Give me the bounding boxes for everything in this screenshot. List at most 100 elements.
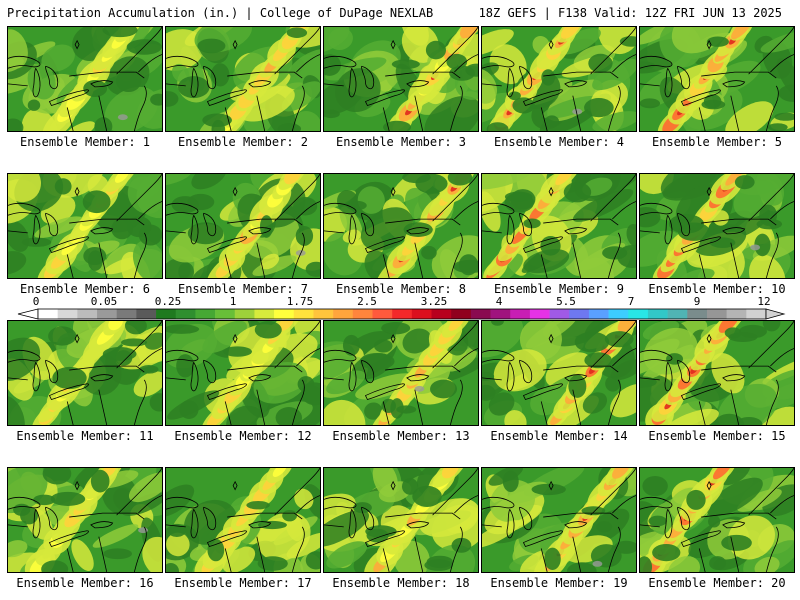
colorbar-swatch <box>608 309 629 319</box>
ensemble-member-label: Ensemble Member: 15 <box>648 429 786 443</box>
ensemble-member-map <box>481 320 637 426</box>
colorbar-swatch <box>254 309 275 319</box>
precipitation-field <box>640 321 794 425</box>
precipitation-field <box>8 174 162 278</box>
colorbar-swatch <box>392 309 413 319</box>
ensemble-member-label: Ensemble Member: 18 <box>332 576 470 590</box>
ensemble-member-map <box>323 26 479 132</box>
ensemble-member-label: Ensemble Member: 19 <box>490 576 628 590</box>
ensemble-member-label: Ensemble Member: 11 <box>16 429 154 443</box>
ensemble-member-map <box>323 467 479 573</box>
colorbar-swatch <box>549 309 570 319</box>
colorbar-tick-label: 3.25 <box>420 295 448 308</box>
colorbar-swatch <box>569 309 590 319</box>
ensemble-member-map <box>165 320 321 426</box>
ensemble-member-map <box>165 173 321 279</box>
ensemble-member-map <box>7 26 163 132</box>
ensemble-member-label: Ensemble Member: 14 <box>490 429 628 443</box>
colorbar-swatch <box>647 309 668 319</box>
precipitation-field <box>482 321 636 425</box>
precipitation-field <box>166 27 320 131</box>
ensemble-member-map <box>639 173 795 279</box>
colorbar-swatch <box>431 309 452 319</box>
colorbar-tick-label: 2.5 <box>357 295 377 308</box>
ensemble-member-map <box>7 173 163 279</box>
colorbar-swatch <box>175 309 196 319</box>
colorbar-swatch <box>293 309 314 319</box>
colorbar-swatch <box>234 309 255 319</box>
colorbar-swatch <box>57 309 78 319</box>
colorbar-tick-label: 9 <box>693 295 701 308</box>
ensemble-member-map <box>165 467 321 573</box>
colorbar-swatch <box>77 309 98 319</box>
model-valid-time: 18Z GEFS | F138 Valid: 12Z FRI JUN 13 20… <box>478 6 782 20</box>
precipitation-field <box>482 27 636 131</box>
ensemble-member-map <box>7 467 163 573</box>
ensemble-member-label: Ensemble Member: 6 <box>19 282 151 296</box>
colorbar-swatch <box>726 309 747 319</box>
colorbar-swatch <box>411 309 432 319</box>
chart-title: Precipitation Accumulation (in.) | Colle… <box>7 6 434 20</box>
ensemble-member-label: Ensemble Member: 10 <box>648 282 786 296</box>
precipitation-field <box>640 468 794 572</box>
colorbar-tick-label: 0.25 <box>154 295 182 308</box>
precipitation-field <box>166 321 320 425</box>
colorbar-swatch <box>313 309 334 319</box>
precipitation-field <box>8 468 162 572</box>
precipitation-field <box>166 468 320 572</box>
colorbar-swatch <box>470 309 491 319</box>
colorbar-min-arrow <box>17 308 39 320</box>
colorbar-swatch <box>116 309 137 319</box>
precipitation-field <box>482 468 636 572</box>
colorbar-swatch <box>352 309 373 319</box>
ensemble-member-map <box>323 320 479 426</box>
colorbar-swatch <box>38 309 58 319</box>
colorbar-tick-label: 1.75 <box>286 295 314 308</box>
colorbar-swatch <box>333 309 354 319</box>
ensemble-member-label: Ensemble Member: 13 <box>332 429 470 443</box>
precipitation-field <box>166 174 320 278</box>
ensemble-member-map <box>481 173 637 279</box>
colorbar-tick-label: 4 <box>495 295 503 308</box>
precipitation-field <box>324 27 478 131</box>
colorbar-swatch <box>215 309 236 319</box>
ensemble-member-label: Ensemble Member: 2 <box>177 135 309 149</box>
precipitation-field <box>640 27 794 131</box>
colorbar-swatch <box>372 309 393 319</box>
ensemble-member-label: Ensemble Member: 20 <box>648 576 786 590</box>
ensemble-member-label: Ensemble Member: 4 <box>493 135 625 149</box>
ensemble-member-label: Ensemble Member: 5 <box>651 135 783 149</box>
colorbar-swatch <box>451 309 472 319</box>
precipitation-field <box>324 321 478 425</box>
colorbar-tick-label: 12 <box>757 295 771 308</box>
colorbar-tick-label: 5.5 <box>556 295 576 308</box>
colorbar-tick-label: 7 <box>627 295 635 308</box>
precipitation-field <box>640 174 794 278</box>
ensemble-member-label: Ensemble Member: 9 <box>493 282 625 296</box>
ensemble-member-label: Ensemble Member: 1 <box>19 135 151 149</box>
ensemble-member-label: Ensemble Member: 8 <box>335 282 467 296</box>
colorbar-tick-label: 0.05 <box>90 295 118 308</box>
colorbar-swatch <box>136 309 157 319</box>
ensemble-member-map <box>323 173 479 279</box>
colorbar-tick-label: 1 <box>229 295 237 308</box>
ensemble-member-label: Ensemble Member: 3 <box>335 135 467 149</box>
colorbar-swatch <box>746 309 767 319</box>
precipitation-field <box>482 174 636 278</box>
ensemble-member-map <box>481 26 637 132</box>
colorbar-swatch <box>588 309 609 319</box>
colorbar-swatch <box>97 309 118 319</box>
precipitation-field <box>8 27 162 131</box>
precipitation-colorbar: 0 0.05 0.25 1 1.75 2.5 3.25 4 5.5 7 9 12 <box>0 296 800 322</box>
ensemble-member-map <box>7 320 163 426</box>
colorbar-tick-label: 0 <box>32 295 40 308</box>
ensemble-member-map <box>639 320 795 426</box>
precipitation-field <box>324 468 478 572</box>
colorbar-max-arrow <box>765 308 786 320</box>
colorbar-svg <box>17 308 786 320</box>
colorbar-swatch <box>667 309 688 319</box>
ensemble-member-map <box>481 467 637 573</box>
colorbar-swatch <box>274 309 295 319</box>
ensemble-member-map <box>639 467 795 573</box>
ensemble-member-label: Ensemble Member: 7 <box>177 282 309 296</box>
